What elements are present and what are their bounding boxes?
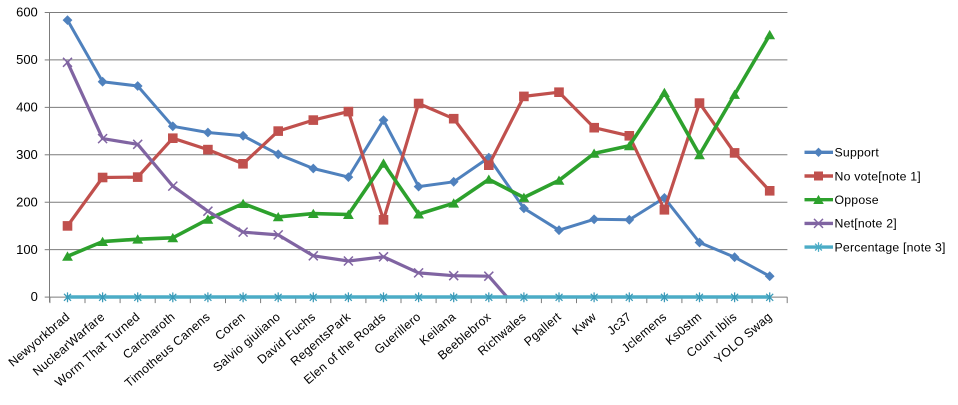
svg-text:400: 400 — [16, 100, 38, 115]
svg-text:No vote[note 1]: No vote[note 1] — [835, 169, 921, 183]
svg-text:Oppose: Oppose — [835, 193, 879, 207]
svg-text:Percentage [note 3]: Percentage [note 3] — [835, 240, 946, 254]
svg-text:600: 600 — [16, 5, 38, 20]
svg-text:300: 300 — [16, 147, 38, 162]
svg-text:Support: Support — [835, 146, 880, 160]
svg-text:500: 500 — [16, 52, 38, 67]
svg-text:200: 200 — [16, 194, 38, 209]
svg-text:Net[note 2]: Net[note 2] — [835, 217, 897, 231]
svg-text:0: 0 — [31, 289, 38, 304]
svg-text:100: 100 — [16, 242, 38, 257]
